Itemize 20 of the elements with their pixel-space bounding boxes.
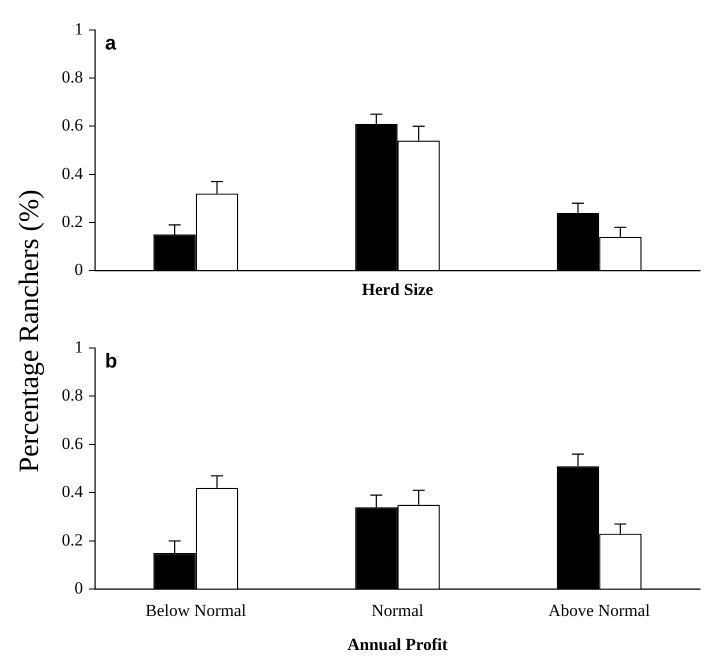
x-axis-title: Annual Profit (347, 635, 448, 654)
y-axis-title: Percentage Ranchers (%) (14, 188, 46, 474)
y-tick-label: 0.2 (62, 530, 83, 550)
x-axis-title: Herd Size (362, 280, 434, 300)
annotation: b (105, 350, 118, 373)
y-tick-label: 0.4 (62, 482, 84, 502)
y-tick-label: 0.4 (62, 164, 84, 183)
x-tick-label: Above Normal (548, 600, 650, 620)
y-tick-label: 0 (74, 260, 83, 280)
y-tick-label: 1 (74, 19, 83, 38)
annotation: a (105, 32, 117, 55)
y-tick-label: 0.8 (62, 386, 83, 405)
y-tick-label: 0.2 (62, 212, 83, 231)
x-tick-label: Normal (372, 600, 424, 620)
y-tick-label: 0.6 (62, 116, 83, 135)
y-tick-label: 0 (74, 578, 83, 598)
y-tick-label: 0.8 (62, 68, 83, 87)
y-tick-label: 1 (74, 337, 83, 356)
x-tick-label: Below Normal (146, 600, 246, 620)
y-tick-label: 0.6 (62, 434, 83, 453)
